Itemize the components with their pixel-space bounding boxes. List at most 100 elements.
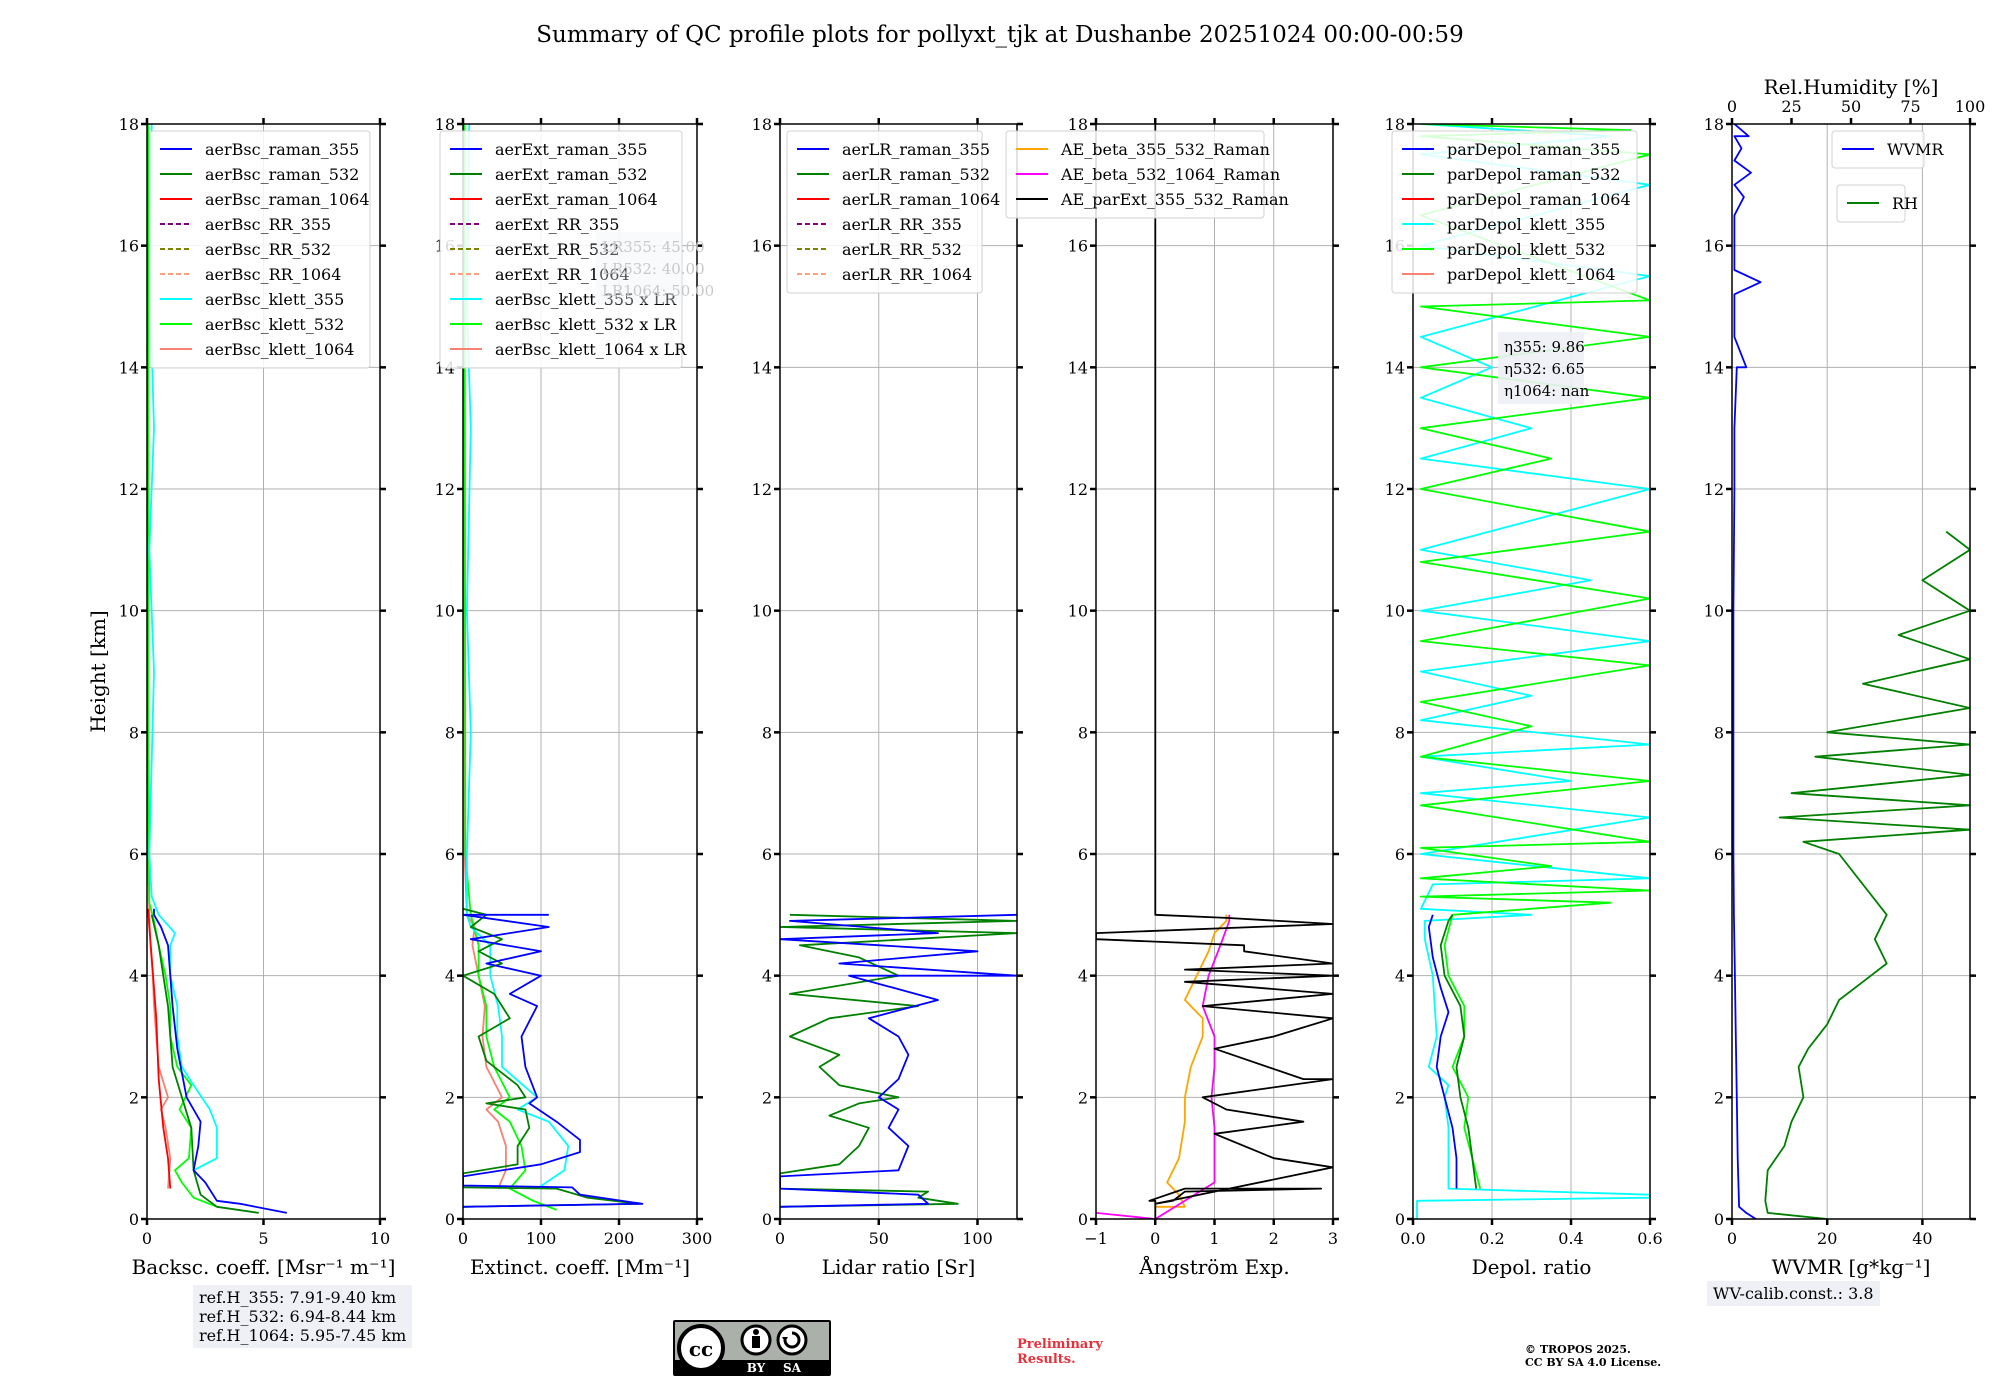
lidar-ratio-annotation-line: LR1064: 50.00 [602, 282, 714, 300]
series-aerLR_raman_355 [780, 913, 1017, 1208]
preliminary-results-note: Preliminary Results. [1017, 1337, 1103, 1367]
x-tick-label: 0.6 [1637, 1229, 1662, 1248]
axes-frame [462, 123, 698, 1220]
series-WVMR [1732, 124, 1762, 1219]
legend-label: aerBsc_klett_1064 x LR [495, 340, 687, 359]
y-tick-label: 12 [435, 480, 455, 499]
y-tick-label: 12 [119, 480, 139, 499]
legend-label: aerExt_raman_532 [495, 165, 648, 184]
lidar-ratio-annotation-bg [596, 232, 682, 304]
lidar-ratio-annotation: LR355: 45.00 LR532: 40.00 LR1064: 50.00 [596, 232, 714, 304]
ref-height-355: ref.H_355: 7.91-9.40 km [199, 1288, 397, 1307]
legend-box [786, 130, 983, 294]
y-tick-label: 12 [1704, 480, 1724, 499]
y-tick-label: 18 [752, 115, 772, 134]
y-tick-label: 10 [119, 602, 139, 621]
legend-label: aerExt_RR_532 [495, 240, 619, 259]
preliminary-line-1: Preliminary [1017, 1337, 1103, 1352]
x-tick-label: 200 [604, 1229, 635, 1248]
y-tick-label: 18 [1704, 115, 1724, 134]
y-tick-label: 16 [1704, 237, 1724, 256]
legend-label: WVMR [1887, 140, 1944, 159]
legend-label: aerBsc_klett_532 [205, 315, 344, 334]
top-axis-label: Rel.Humidity [%] [1764, 75, 1939, 99]
top-x-tick-label: 50 [1841, 97, 1861, 116]
y-tick-label: 4 [1395, 967, 1405, 986]
legend: aerExt_raman_355 aerExt_raman_532 aerExt_r… [439, 130, 687, 369]
x-tick-label: 0 [458, 1229, 468, 1248]
y-tick-label: 6 [1714, 845, 1724, 864]
wv-calib-box: WV-calib.const.: 3.8 [1707, 1281, 1880, 1306]
y-tick-label: 8 [129, 723, 139, 742]
top-x-tick-label: 25 [1781, 97, 1801, 116]
eta-annotation: η355: 9.86 η532: 6.65 η1064: nan [1498, 332, 1590, 404]
series-aerBsc_raman_1064 [147, 908, 172, 1189]
legend-label: aerExt_raman_355 [495, 140, 648, 159]
x-axis-label: Depol. ratio [1472, 1255, 1592, 1279]
y-axis-label: Height [km] [86, 610, 110, 732]
legend-label: aerBsc_klett_532 x LR [495, 315, 677, 334]
panel-lidar_ratio: 0 2 4 6 8 10 12 14 16 18 0 50 100 Lidar ratio [Sr] aer… [752, 115, 1023, 1279]
series-parDepol_klett_532 [1420, 124, 1650, 1189]
series-aerExt_raman_532 [463, 907, 640, 1208]
legend-label: AE_parExt_355_532_Raman [1060, 190, 1289, 209]
x-tick-label: 0 [142, 1229, 152, 1248]
y-tick-label: 12 [752, 480, 772, 499]
y-tick-label: 4 [1078, 967, 1088, 986]
y-tick-label: 0 [445, 1210, 455, 1229]
axes-frame [779, 123, 1018, 1220]
lidar-ratio-annotation-line: LR532: 40.00 [602, 260, 705, 278]
legend-label: parDepol_klett_1064 [1447, 265, 1616, 284]
copyright-line-2: CC BY SA 4.0 License. [1525, 1356, 1662, 1369]
y-tick-label: 2 [1714, 1088, 1724, 1107]
legend-label: RH [1892, 194, 1918, 213]
legend-box [1831, 130, 1925, 169]
y-tick-label: 2 [1078, 1088, 1088, 1107]
copyright-note: © TROPOS 2025. CC BY SA 4.0 License. [1525, 1343, 1661, 1369]
x-axis-label: Extinct. coeff. [Mm⁻¹] [470, 1255, 690, 1279]
y-tick-label: 2 [762, 1088, 772, 1107]
wv-calib-text: WV-calib.const.: 3.8 [1713, 1284, 1874, 1303]
x-tick-label: 300 [682, 1229, 713, 1248]
series-parDepol_raman_355 [1427, 914, 1458, 1189]
legend-label: aerLR_raman_355 [842, 140, 990, 159]
lidar-ratio-annotation-line: LR355: 45.00 [602, 238, 705, 256]
x-tick-label: 0.2 [1479, 1229, 1504, 1248]
y-tick-label: 10 [1704, 602, 1724, 621]
x-tick-label: −1 [1084, 1229, 1108, 1248]
y-tick-label: 8 [1395, 723, 1405, 742]
y-tick-label: 18 [1385, 115, 1405, 134]
x-tick-label: 0.0 [1400, 1229, 1425, 1248]
y-tick-label: 4 [762, 967, 772, 986]
x-axis-label: Backsc. coeff. [Msr⁻¹ m⁻¹] [132, 1255, 396, 1279]
series-aerBsc_klett_355 [148, 124, 218, 1172]
x-tick-label: 5 [258, 1229, 268, 1248]
x-tick-label: 100 [962, 1229, 993, 1248]
sa-sharealike-icon [776, 1324, 808, 1356]
legend-label: aerBsc_raman_355 [205, 140, 359, 159]
legend-label: aerBsc_klett_1064 [205, 340, 354, 359]
y-tick-label: 10 [1385, 602, 1405, 621]
series-aerBsc_klett_1064 x LR [463, 124, 507, 1189]
y-tick-label: 16 [119, 237, 139, 256]
series-aerExt_raman_355 [463, 913, 644, 1208]
y-tick-label: 16 [752, 237, 772, 256]
ref-height-1064: ref.H_1064: 5.95-7.45 km [199, 1326, 407, 1345]
y-tick-label: 14 [1704, 358, 1724, 377]
legend: parDepol_raman_355 parDepol_raman_532 parD… [1391, 130, 1638, 294]
y-tick-label: 0 [129, 1210, 139, 1229]
y-tick-label: 14 [119, 358, 139, 377]
legend-label: aerBsc_RR_532 [205, 240, 331, 259]
y-tick-label: 18 [1068, 115, 1088, 134]
axes-frame [1731, 123, 1971, 1220]
axes-frame [1412, 123, 1651, 1220]
legend-label: AE_beta_355_532_Raman [1060, 140, 1270, 159]
x-tick-label: 0.4 [1558, 1229, 1583, 1248]
x-tick-label: 2 [1269, 1229, 1279, 1248]
panel-backscatter: 0 2 4 6 8 10 12 14 16 18 0 5 10 Backsc. coeff. [Msr⁻¹… [119, 115, 396, 1279]
legend-label: aerExt_raman_1064 [495, 190, 658, 209]
y-tick-label: 12 [1385, 480, 1405, 499]
series-aerLR_raman_532 [780, 913, 1017, 1208]
